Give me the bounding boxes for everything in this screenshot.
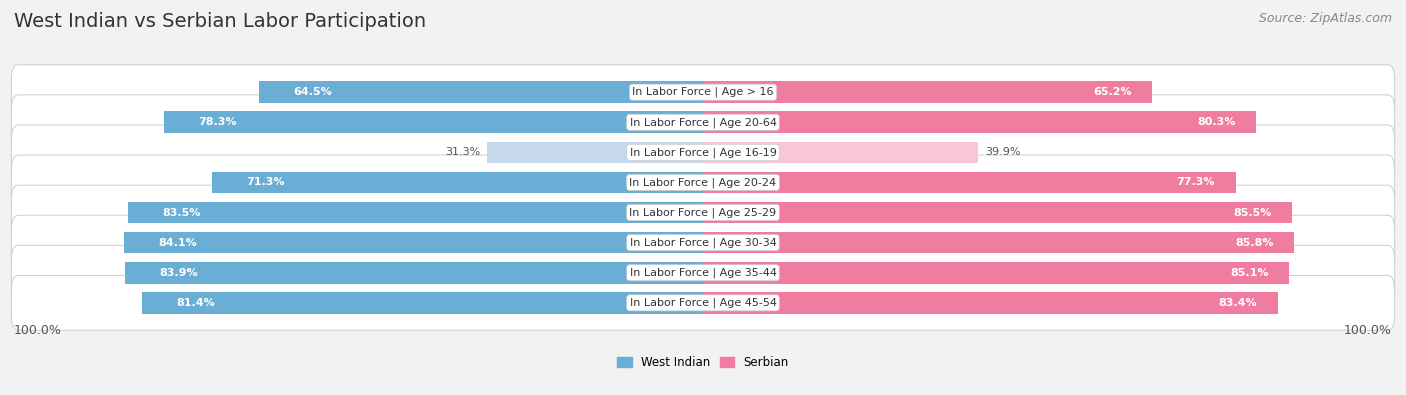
Legend: West Indian, Serbian: West Indian, Serbian: [613, 351, 793, 374]
Bar: [142, 292, 703, 314]
Bar: [703, 81, 1152, 103]
Text: 81.4%: 81.4%: [177, 298, 215, 308]
Text: 84.1%: 84.1%: [157, 238, 197, 248]
Bar: [125, 262, 703, 284]
Text: In Labor Force | Age 25-29: In Labor Force | Age 25-29: [630, 207, 776, 218]
Text: In Labor Force | Age 30-34: In Labor Force | Age 30-34: [630, 237, 776, 248]
Bar: [703, 202, 1292, 224]
Bar: [488, 141, 703, 163]
Bar: [259, 81, 703, 103]
Text: 78.3%: 78.3%: [198, 117, 236, 127]
FancyBboxPatch shape: [11, 125, 1395, 180]
Text: 83.5%: 83.5%: [162, 207, 201, 218]
FancyBboxPatch shape: [11, 275, 1395, 330]
Bar: [212, 171, 703, 193]
Text: In Labor Force | Age 45-54: In Labor Force | Age 45-54: [630, 297, 776, 308]
Bar: [703, 232, 1294, 254]
Text: 100.0%: 100.0%: [14, 324, 62, 337]
Text: In Labor Force | Age 35-44: In Labor Force | Age 35-44: [630, 267, 776, 278]
Bar: [703, 171, 1236, 193]
Text: 31.3%: 31.3%: [446, 147, 481, 157]
Bar: [703, 292, 1278, 314]
Text: 65.2%: 65.2%: [1092, 87, 1132, 97]
Text: 85.1%: 85.1%: [1230, 268, 1268, 278]
Text: In Labor Force | Age 20-64: In Labor Force | Age 20-64: [630, 117, 776, 128]
Text: 100.0%: 100.0%: [1344, 324, 1392, 337]
FancyBboxPatch shape: [11, 245, 1395, 300]
Text: 71.3%: 71.3%: [246, 177, 285, 188]
Bar: [703, 262, 1289, 284]
Bar: [703, 141, 979, 163]
Text: 83.9%: 83.9%: [159, 268, 198, 278]
Text: 39.9%: 39.9%: [984, 147, 1021, 157]
Text: Source: ZipAtlas.com: Source: ZipAtlas.com: [1258, 12, 1392, 25]
Text: 80.3%: 80.3%: [1197, 117, 1236, 127]
Text: 85.5%: 85.5%: [1233, 207, 1271, 218]
Text: In Labor Force | Age 20-24: In Labor Force | Age 20-24: [630, 177, 776, 188]
Text: In Labor Force | Age > 16: In Labor Force | Age > 16: [633, 87, 773, 98]
Bar: [128, 202, 703, 224]
FancyBboxPatch shape: [11, 215, 1395, 270]
Bar: [163, 111, 703, 133]
Text: 83.4%: 83.4%: [1218, 298, 1257, 308]
FancyBboxPatch shape: [11, 95, 1395, 150]
FancyBboxPatch shape: [11, 65, 1395, 120]
Text: 64.5%: 64.5%: [292, 87, 332, 97]
FancyBboxPatch shape: [11, 155, 1395, 210]
Bar: [124, 232, 703, 254]
Text: West Indian vs Serbian Labor Participation: West Indian vs Serbian Labor Participati…: [14, 12, 426, 31]
Text: 77.3%: 77.3%: [1177, 177, 1215, 188]
Bar: [703, 111, 1256, 133]
Text: In Labor Force | Age 16-19: In Labor Force | Age 16-19: [630, 147, 776, 158]
FancyBboxPatch shape: [11, 185, 1395, 240]
Text: 85.8%: 85.8%: [1234, 238, 1274, 248]
